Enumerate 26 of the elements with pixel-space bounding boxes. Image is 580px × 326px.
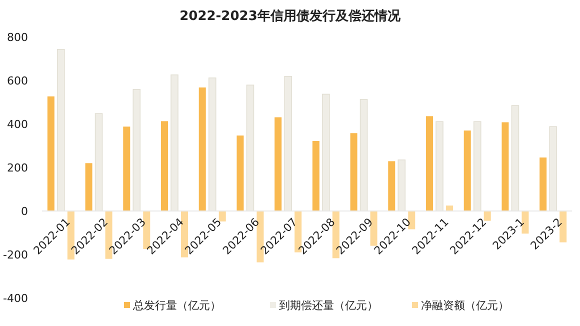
bar [85, 163, 92, 211]
legend-label: 总发行量（亿元） [132, 299, 221, 312]
bar [47, 96, 54, 211]
legend-label: 到期偿还量（亿元） [279, 299, 378, 312]
bar [161, 121, 168, 211]
legend-label: 净融资额（亿元） [421, 299, 509, 312]
y-tick-label: -200 [3, 248, 28, 262]
y-tick-label: 0 [21, 205, 28, 218]
bar [502, 122, 509, 211]
bar [388, 161, 396, 211]
bar [350, 133, 358, 211]
y-tick-label: 800 [7, 31, 28, 44]
bar [123, 126, 130, 211]
bar [236, 136, 244, 211]
bar [198, 87, 206, 211]
bar [540, 157, 547, 211]
y-tick-label: 400 [7, 118, 28, 131]
bar [274, 117, 282, 211]
bar [446, 206, 453, 211]
bar [312, 140, 320, 211]
bar [426, 116, 433, 211]
y-tick-label: 200 [7, 162, 28, 174]
y-tick-label: 600 [7, 74, 28, 88]
chart-title: 2022-2023年信用债发行及偿还情况 [180, 9, 402, 24]
y-tick-label: -400 [3, 292, 28, 305]
bar [464, 130, 471, 211]
